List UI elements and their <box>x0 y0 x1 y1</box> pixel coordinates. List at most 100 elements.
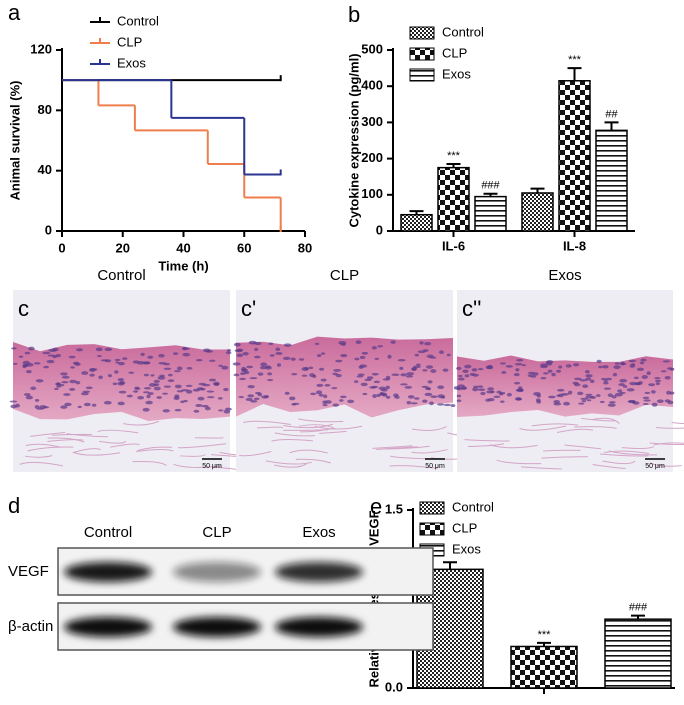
nucleus <box>372 373 379 376</box>
histology-label: c <box>18 296 29 321</box>
nucleus <box>144 374 149 377</box>
lane-label: Exos <box>302 524 335 541</box>
nucleus <box>332 373 337 376</box>
nucleus <box>386 386 390 390</box>
nucleus <box>283 357 291 360</box>
nucleus <box>339 399 344 402</box>
legend-swatch <box>420 502 444 514</box>
lane-label: CLP <box>202 524 231 541</box>
y-tick-label: 0 <box>45 222 52 237</box>
nucleus <box>319 394 324 397</box>
nucleus <box>164 385 171 387</box>
bar <box>475 197 506 231</box>
y-tick-label: 40 <box>38 162 52 177</box>
nucleus <box>241 369 247 371</box>
nucleus <box>585 370 590 373</box>
nucleus <box>260 366 266 370</box>
nucleus <box>651 390 656 394</box>
nucleus <box>451 404 456 407</box>
nucleus <box>522 364 526 366</box>
nucleus <box>175 409 182 412</box>
nucleus <box>407 401 411 404</box>
nucleus <box>25 352 30 355</box>
nucleus <box>243 352 249 355</box>
nucleus <box>122 357 128 360</box>
nucleus <box>133 360 140 363</box>
row-label: β-actin <box>8 618 53 635</box>
nucleus <box>377 345 383 347</box>
nucleus <box>657 399 664 403</box>
nucleus <box>61 381 68 383</box>
nucleus <box>158 362 166 364</box>
nucleus <box>573 363 579 366</box>
nucleus <box>640 359 646 362</box>
nucleus <box>304 367 308 370</box>
nucleus <box>597 360 602 363</box>
nucleus <box>406 375 414 377</box>
nucleus <box>628 400 636 403</box>
nucleus <box>98 375 102 379</box>
histology-title: CLP <box>330 267 359 284</box>
legend-swatch <box>410 69 434 81</box>
nucleus <box>226 352 232 355</box>
nucleus <box>507 393 512 397</box>
significance-label: ### <box>481 180 500 192</box>
nucleus <box>198 397 205 401</box>
nucleus <box>105 359 111 362</box>
nucleus <box>387 355 391 359</box>
nucleus <box>158 354 164 357</box>
y-tick-label: 500 <box>361 41 383 56</box>
nucleus <box>13 363 17 365</box>
nucleus <box>356 340 362 344</box>
nucleus <box>465 374 470 377</box>
nucleus <box>174 370 181 372</box>
nucleus <box>598 366 602 369</box>
nucleus <box>284 343 292 346</box>
nucleus <box>74 363 80 366</box>
nucleus <box>291 373 297 375</box>
nucleus <box>655 380 661 382</box>
nucleus <box>309 367 314 369</box>
legend-label: Control <box>442 24 484 39</box>
y-axis-label: Animal survival (%) <box>7 81 22 201</box>
nucleus <box>340 396 347 399</box>
nucleus <box>214 383 219 386</box>
nucleus <box>637 368 644 371</box>
nucleus <box>69 356 76 359</box>
nucleus <box>207 391 215 393</box>
legend-swatch <box>420 523 444 535</box>
nucleus <box>69 388 75 391</box>
nucleus <box>319 368 324 371</box>
nucleus <box>362 352 369 355</box>
error-bar <box>605 122 619 130</box>
nucleus <box>187 367 193 370</box>
nucleus <box>488 398 494 401</box>
nucleus <box>302 375 308 377</box>
nucleus <box>147 356 153 359</box>
x-tick-label: 60 <box>237 240 251 255</box>
nucleus <box>585 374 592 377</box>
nucleus <box>643 399 650 401</box>
nucleus <box>643 403 649 405</box>
nucleus <box>322 400 327 403</box>
nucleus <box>114 370 118 373</box>
nucleus <box>548 396 556 399</box>
nucleus <box>223 388 229 391</box>
nucleus <box>186 385 193 387</box>
nucleus <box>457 395 461 398</box>
nucleus <box>447 354 451 356</box>
nucleus <box>430 369 436 373</box>
nucleus <box>175 385 182 389</box>
nucleus <box>528 374 533 377</box>
nucleus <box>386 376 390 380</box>
nucleus <box>250 377 258 379</box>
nucleus <box>92 404 96 407</box>
nucleus <box>174 396 180 400</box>
nucleus <box>360 356 366 359</box>
legend-label: CLP <box>442 45 467 60</box>
nucleus <box>585 394 592 396</box>
nucleus <box>202 384 210 387</box>
x-tick-label: 20 <box>116 240 130 255</box>
nucleus <box>309 373 315 377</box>
